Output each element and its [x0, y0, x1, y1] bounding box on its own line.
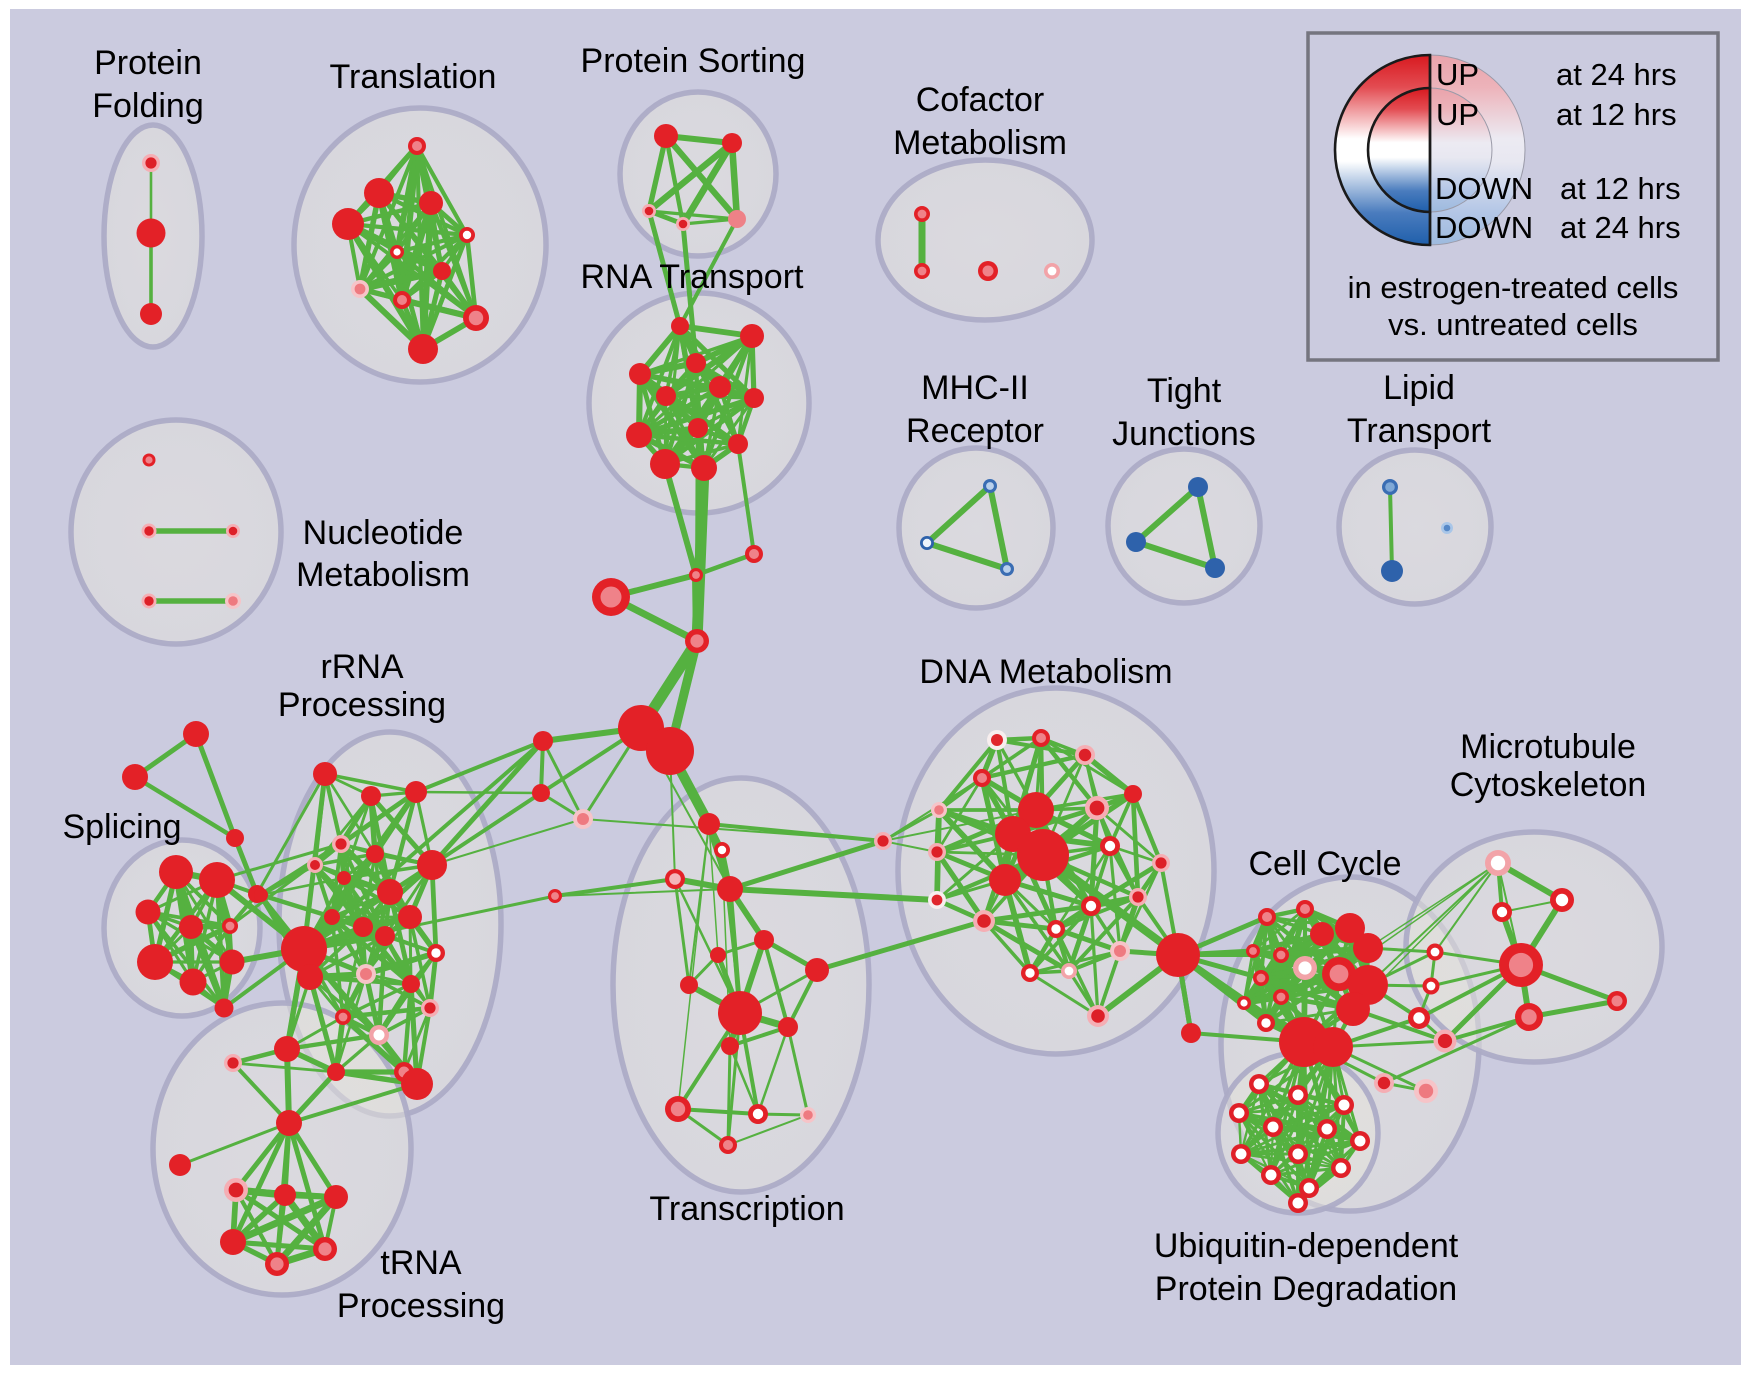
svg-text:Transport: Transport: [1347, 412, 1492, 450]
svg-text:in estrogen-treated cells: in estrogen-treated cells: [1348, 270, 1679, 305]
svg-text:RNA Transport: RNA Transport: [581, 258, 805, 296]
svg-text:Folding: Folding: [92, 87, 204, 125]
svg-text:at 12 hrs: at 12 hrs: [1556, 97, 1677, 132]
svg-text:DOWN: DOWN: [1435, 171, 1533, 206]
svg-text:UP: UP: [1436, 57, 1479, 92]
svg-text:Ubiquitin-dependent: Ubiquitin-dependent: [1154, 1227, 1459, 1265]
svg-text:Processing: Processing: [278, 686, 446, 724]
svg-text:Processing: Processing: [337, 1287, 505, 1325]
svg-text:Nucleotide: Nucleotide: [303, 514, 464, 552]
svg-text:at 24 hrs: at 24 hrs: [1556, 57, 1677, 92]
svg-text:Translation: Translation: [330, 58, 497, 96]
svg-text:Lipid: Lipid: [1383, 369, 1455, 407]
svg-text:Protein Degradation: Protein Degradation: [1155, 1270, 1457, 1308]
svg-text:at 24 hrs: at 24 hrs: [1560, 210, 1681, 245]
svg-text:vs. untreated cells: vs. untreated cells: [1388, 307, 1638, 342]
svg-text:Tight: Tight: [1147, 372, 1222, 410]
svg-text:tRNA: tRNA: [380, 1244, 462, 1282]
svg-text:Cytoskeleton: Cytoskeleton: [1450, 766, 1647, 804]
svg-text:Splicing: Splicing: [62, 808, 181, 846]
svg-text:Receptor: Receptor: [906, 412, 1044, 450]
svg-text:MHC-II: MHC-II: [921, 369, 1029, 407]
svg-text:Cell Cycle: Cell Cycle: [1248, 845, 1401, 883]
svg-text:rRNA: rRNA: [320, 648, 403, 686]
svg-text:Junctions: Junctions: [1112, 415, 1256, 453]
svg-text:Cofactor: Cofactor: [916, 81, 1045, 119]
svg-text:Metabolism: Metabolism: [893, 124, 1067, 162]
svg-text:DNA Metabolism: DNA Metabolism: [919, 653, 1172, 691]
svg-text:Microtubule: Microtubule: [1460, 728, 1636, 766]
svg-text:at 12 hrs: at 12 hrs: [1560, 171, 1681, 206]
svg-text:Protein: Protein: [94, 44, 202, 82]
svg-text:DOWN: DOWN: [1435, 210, 1533, 245]
svg-text:UP: UP: [1436, 97, 1479, 132]
svg-text:Transcription: Transcription: [649, 1190, 844, 1228]
svg-text:Metabolism: Metabolism: [296, 556, 470, 594]
svg-text:Protein Sorting: Protein Sorting: [581, 42, 806, 80]
